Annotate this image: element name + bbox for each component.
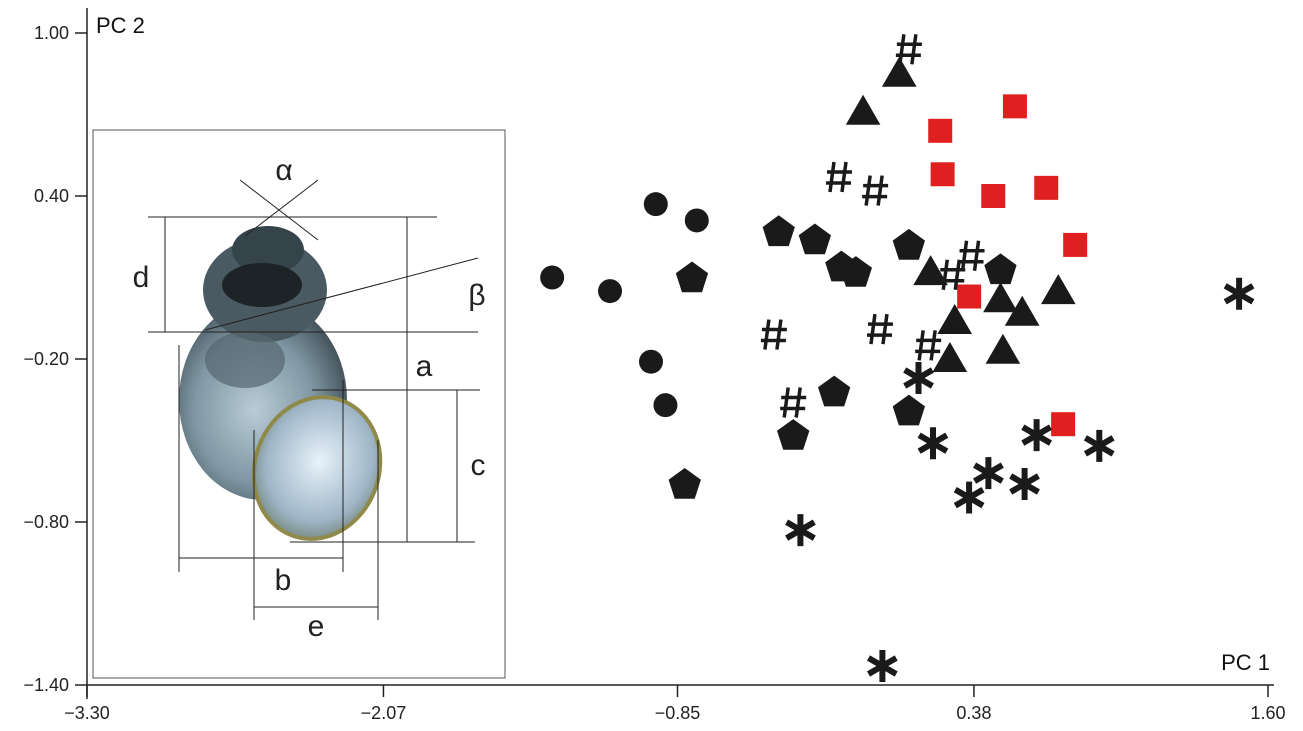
annotation: α <box>275 154 292 187</box>
point <box>919 427 947 459</box>
x-tick-label: −0.85 <box>655 703 701 723</box>
point <box>975 457 1003 489</box>
point <box>1041 274 1076 304</box>
point <box>869 650 897 682</box>
inset: α β a b c d e <box>93 130 505 678</box>
point <box>984 253 1016 284</box>
point <box>777 419 809 450</box>
point <box>1034 176 1058 200</box>
point <box>957 285 981 309</box>
point <box>669 468 701 499</box>
point <box>1011 468 1039 500</box>
y-tick-label: −1.40 <box>23 675 69 695</box>
point <box>931 162 955 186</box>
x-tick-label: −3.30 <box>64 703 110 723</box>
y-tick-label: −0.80 <box>23 512 69 532</box>
chart: α β a b c d e PC 2 PC 1 −3.30 −2.07 −0.85 0… <box>0 0 1303 726</box>
point <box>893 229 925 260</box>
x-tick-label: 1.60 <box>1250 703 1285 723</box>
point <box>1051 412 1075 436</box>
annotation: d <box>133 261 150 294</box>
y-tick-label: 0.40 <box>34 186 69 206</box>
point <box>1085 430 1113 462</box>
point <box>981 184 1005 208</box>
point <box>1023 419 1051 451</box>
point <box>799 224 831 255</box>
y-tick-label: 1.00 <box>34 23 69 43</box>
point <box>867 314 893 344</box>
point <box>676 262 708 293</box>
point <box>1225 278 1253 310</box>
point <box>983 282 1018 312</box>
x-tick-label: −2.07 <box>361 703 407 723</box>
annotation: β <box>468 279 485 312</box>
point <box>896 34 922 64</box>
point <box>986 334 1021 364</box>
point <box>644 192 668 216</box>
point <box>955 482 983 514</box>
point <box>540 266 564 290</box>
point <box>933 342 968 372</box>
point <box>653 393 677 417</box>
point <box>818 376 850 407</box>
y-axis-label: PC 2 <box>96 13 145 38</box>
x-axis-label: PC 1 <box>1221 650 1270 675</box>
series <box>787 278 1253 682</box>
point <box>915 330 941 360</box>
annotation: c <box>471 449 486 482</box>
point <box>826 162 852 192</box>
annotation: b <box>275 564 292 597</box>
point <box>1003 94 1027 118</box>
point <box>787 514 815 546</box>
point <box>862 176 888 206</box>
annotation: a <box>416 350 433 383</box>
point <box>761 320 787 350</box>
y-tick-label: −0.20 <box>23 349 69 369</box>
point <box>598 279 622 303</box>
point <box>846 95 881 125</box>
x-tick-label: 0.38 <box>956 703 991 723</box>
point <box>780 387 806 417</box>
annotation: e <box>308 610 325 643</box>
point <box>959 241 985 271</box>
point <box>1063 233 1087 257</box>
point <box>763 215 795 246</box>
point <box>893 395 925 426</box>
series <box>540 192 709 417</box>
point <box>639 350 663 374</box>
point <box>905 362 933 394</box>
point <box>685 208 709 232</box>
point <box>928 119 952 143</box>
